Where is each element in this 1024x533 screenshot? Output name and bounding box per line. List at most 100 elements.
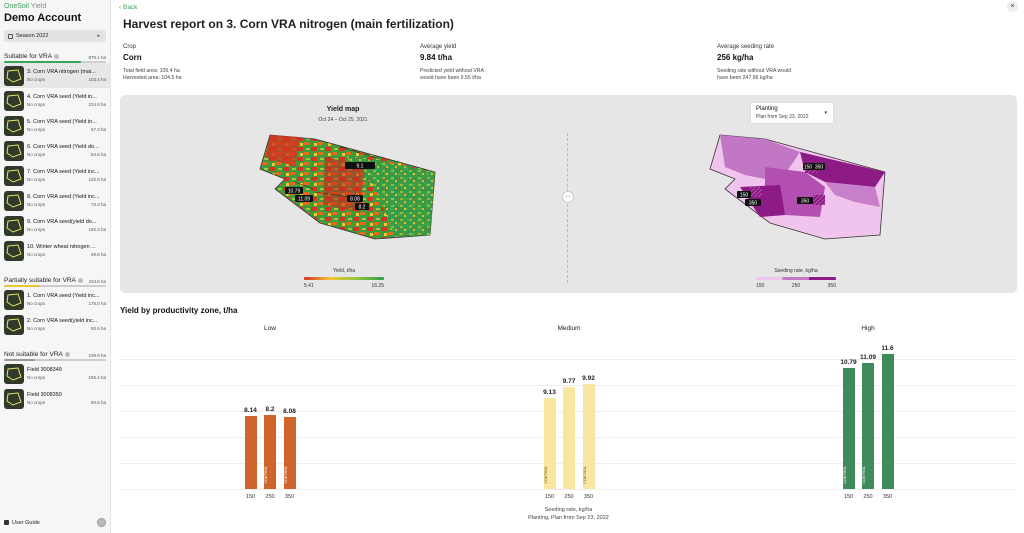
field-info: 10. Winter wheat nitrogen ... No crops 69.… [27, 244, 106, 257]
info-icon[interactable] [64, 351, 70, 357]
field-group-title: Suitable for VRA [4, 53, 60, 60]
field-name: 4. Corn VRA seed (Yield in... [27, 94, 97, 100]
seeding-legend-tick: 150 [756, 283, 765, 289]
back-button[interactable]: ‹ Back [119, 4, 138, 11]
field-crop: No crops [27, 152, 46, 157]
field-list-item[interactable]: 8. Corn VRA seed (Yield inc... No crops 73… [4, 188, 106, 213]
info-icon[interactable] [77, 277, 83, 283]
chart-title: Yield by productivity zone, t/ha [120, 306, 238, 315]
user-guide-link[interactable]: User Guide [4, 520, 40, 526]
yield-map-label: 8.2 [359, 205, 366, 211]
chart-bar[interactable]: CONTROL [862, 363, 874, 489]
field-group-header[interactable]: Not suitable for VRA 239.9 ha [4, 348, 106, 358]
chart-bar[interactable]: CONTROL [842, 368, 855, 489]
field-name: 6. Corn VRA seed (Yield do... [27, 144, 99, 150]
bar-value-label: 9.77 [562, 377, 576, 385]
field-info: 2. Corn VRA seed(yield inc... No crops 50.… [27, 318, 106, 331]
planting-map[interactable]: 150 350 150 350 350 [705, 127, 890, 247]
close-button[interactable]: × [1007, 1, 1018, 12]
field-crop: No crops [27, 102, 46, 107]
planting-map-label: 350 [815, 165, 824, 171]
field-list-item[interactable]: 10. Winter wheat nitrogen ... No crops 69.… [4, 238, 106, 263]
brand-logo[interactable]: OneSoil Yield [4, 3, 46, 10]
info-icon[interactable] [54, 53, 60, 59]
field-meta: No crops 69.5 ha [27, 252, 106, 257]
close-icon: × [1010, 3, 1015, 10]
chart-bar[interactable] [563, 386, 575, 489]
field-thumbnail [4, 140, 24, 161]
bar-value-label: 8.08 [283, 408, 296, 416]
chart-bar[interactable]: CONTROL [543, 398, 556, 489]
chart-bar[interactable] [244, 416, 257, 489]
field-meta: No crops 50.6 ha [27, 326, 106, 331]
chevron-down-icon: ▾ [824, 110, 827, 116]
field-area: 73.3 ha [90, 202, 106, 207]
yield-legend: Yield, t/ha 5.41 16.25 [304, 268, 384, 289]
field-meta: No crops 57.3 ha [27, 127, 106, 132]
chart-bar[interactable] [881, 353, 894, 489]
bar-value-label: 9.92 [582, 375, 595, 383]
x-axis-sublabel: Planting, Plan from Sep 23, 2022 [528, 515, 609, 521]
field-list-item[interactable]: 4. Corn VRA seed (Yield in... No crops 224… [4, 88, 106, 113]
chart-bar[interactable]: CONTROL [283, 417, 296, 489]
field-thumbnail [4, 115, 24, 136]
field-group-progress-fill [4, 61, 81, 63]
season-label: Season 2022 [16, 33, 49, 39]
account-name[interactable]: Demo Account [4, 12, 82, 24]
stat-label: Average seeding rate [717, 44, 774, 50]
stat-sub-line: Predicted yield without VRA [420, 68, 485, 74]
yield-map[interactable]: 9.1 10.79 11.09 8.08 8.2 [255, 127, 440, 247]
field-info: Field 3008350 No crops 84.5 ha [27, 392, 106, 405]
x-tick-label: 150 [843, 494, 854, 500]
field-name: 3. Corn VRA nitrogen (mai... [27, 69, 96, 75]
control-label: CONTROL [842, 466, 847, 484]
field-thumbnail [4, 90, 24, 111]
planting-map-label: 350 [801, 199, 810, 205]
field-meta: No crops 54.6 ha [27, 152, 106, 157]
sidebar: OneSoil Yield Demo Account Season 2022 ▸ … [0, 0, 111, 533]
avatar[interactable] [97, 518, 106, 527]
field-crop: No crops [27, 326, 46, 331]
field-list-item[interactable]: 6. Corn VRA seed (Yield do... No crops 54.… [4, 138, 106, 163]
planting-dropdown[interactable]: Planting Plan from Sep 23, 2022 ▾ [750, 102, 834, 124]
field-list-item[interactable]: 3. Corn VRA nitrogen (mai... No crops 103.… [0, 63, 110, 88]
field-meta: No crops 155.4 ha [27, 375, 106, 380]
field-list-item[interactable]: 1. Corn VRA seed (Yield inc... No crops 17… [4, 287, 106, 312]
field-list-item[interactable]: 5. Corn VRA seed (Yield in... No crops 57.… [4, 113, 106, 138]
season-selector[interactable]: Season 2022 ▸ [4, 30, 106, 42]
x-tick-label: 150 [544, 494, 555, 500]
bar-value-label: 10.79 [840, 359, 857, 367]
stat-value: 9.84 t/ha [420, 53, 453, 62]
sidebar-footer: User Guide [4, 518, 106, 527]
compare-slider-handle[interactable]: ‹ › [562, 191, 574, 203]
yield-map-label: 11.09 [298, 197, 310, 203]
field-name: 5. Corn VRA seed (Yield in... [27, 119, 97, 125]
field-group-progress-fill [4, 285, 40, 287]
field-list-item[interactable]: Field 3008350 No crops 84.5 ha [4, 386, 106, 411]
field-list-item[interactable]: 9. Corn VRA seed(yield do... No crops 192.… [4, 213, 106, 238]
chart-bar[interactable]: CONTROL [582, 384, 595, 489]
field-group: Not suitable for VRA 239.9 ha Field 300834… [4, 348, 106, 411]
field-list-item[interactable]: Field 3008349 No crops 155.4 ha [4, 361, 106, 386]
field-group-progress-fill [4, 359, 35, 361]
field-area: 175.0 ha [88, 301, 106, 306]
chart-bar[interactable]: CONTROL [264, 415, 276, 489]
dropdown-title: Planting [756, 106, 778, 112]
yield-legend-bar [304, 277, 384, 280]
field-group-header[interactable]: Suitable for VRA 879.1 ha [4, 50, 106, 60]
field-list-item[interactable]: 2. Corn VRA seed(yield inc... No crops 50.… [4, 312, 106, 337]
report-panel: ‹ Back × Harvest report on 3. Corn VRA n… [111, 0, 1024, 533]
field-meta: No crops 103.4 ha [27, 77, 106, 82]
field-group-title: Not suitable for VRA [4, 351, 70, 358]
zone-label: Low [264, 325, 276, 332]
chart-gridline [120, 489, 1017, 490]
planting-map-label: 150 [804, 165, 813, 171]
yield-by-zone-chart: Low 8.14 150 CONTROL 8.2 250 CONTROL 8.08 350 Med… [120, 318, 1017, 528]
user-guide-label: User Guide [12, 519, 40, 526]
field-outline-icon [6, 317, 22, 332]
field-group-header[interactable]: Partially suitable for VRA 234.6 ha [4, 274, 106, 284]
yield-map-date: Oct 24 – Oct 25, 2021 [318, 117, 368, 123]
field-list-item[interactable]: 7. Corn VRA seed (Yield inc... No crops 10… [4, 163, 106, 188]
bar-value-label: 11.09 [860, 354, 876, 361]
